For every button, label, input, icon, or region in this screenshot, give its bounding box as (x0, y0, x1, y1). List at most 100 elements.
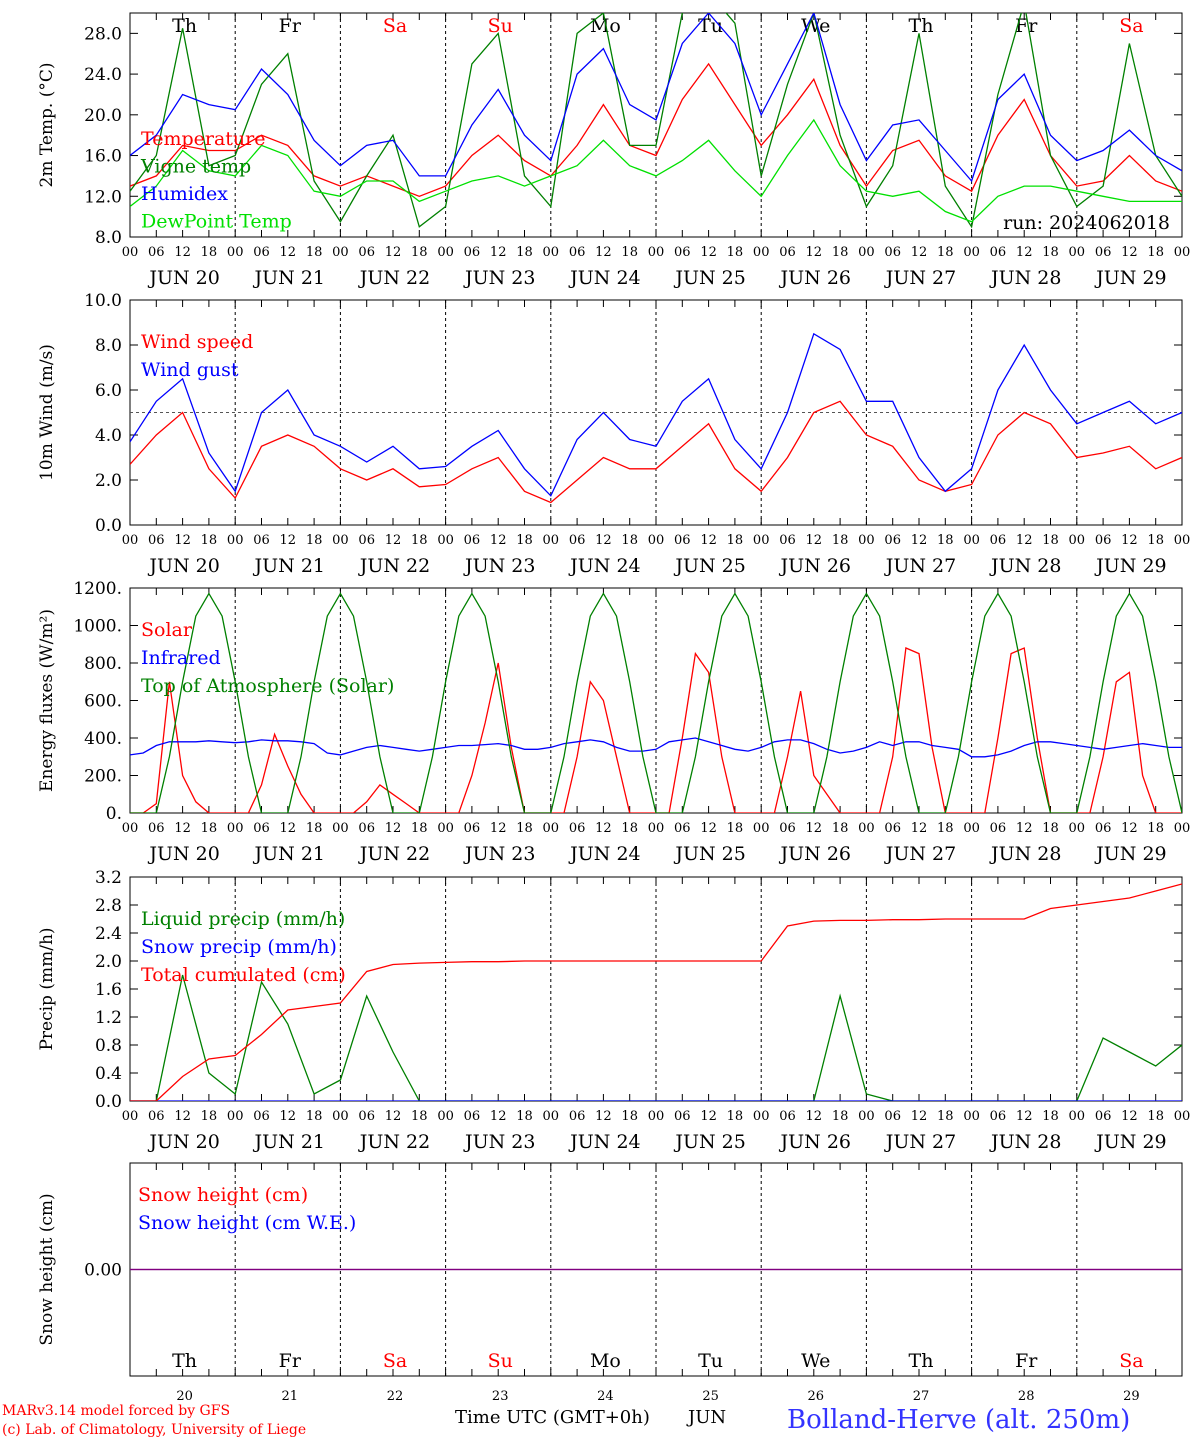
weekday-label: Sa (1119, 1350, 1143, 1372)
hour-tick-label: 18 (1147, 821, 1164, 836)
hour-tick-label: 00 (648, 533, 665, 548)
hour-tick-label: 18 (1147, 1109, 1164, 1124)
hour-tick-label: 18 (727, 245, 744, 260)
hour-tick-label: 00 (1069, 821, 1086, 836)
credit-line-1: MARv3.14 model forced by GFS (2, 1403, 230, 1419)
day-date-label: JUN 28 (989, 267, 1061, 289)
time-axis-label: Time UTC (GMT+0h) (455, 1407, 650, 1428)
hour-tick-label: 06 (674, 245, 691, 260)
credit-line-2: (c) Lab. of Climatology, University of L… (2, 1422, 306, 1438)
hour-tick-label: 12 (490, 1109, 507, 1124)
day-date-label: JUN 29 (1094, 555, 1166, 577)
day-date-label: JUN 25 (673, 555, 745, 577)
day-date-label: JUN 26 (779, 267, 851, 289)
hour-tick-label: 06 (148, 1109, 165, 1124)
hour-tick-label: 06 (358, 821, 375, 836)
hour-tick-label: 00 (858, 533, 875, 548)
day-date-label: JUN 28 (989, 555, 1061, 577)
day-number-label: 24 (597, 1389, 614, 1404)
hour-tick-label: 12 (490, 533, 507, 548)
hour-tick-label: 06 (674, 533, 691, 548)
day-date-label: JUN 29 (1094, 1131, 1166, 1153)
weekday-label: Tu (698, 15, 723, 37)
day-number-label: 23 (492, 1389, 509, 1404)
hour-tick-label: 12 (174, 821, 191, 836)
hour-tick-label: 18 (1147, 245, 1164, 260)
day-date-label: JUN 24 (568, 555, 640, 577)
hour-tick-label: 06 (884, 1109, 901, 1124)
hour-tick-label: 00 (543, 821, 560, 836)
y-tick-label: 4.0 (95, 426, 122, 446)
day-date-label: JUN 27 (884, 555, 956, 577)
hour-tick-label: 06 (990, 245, 1007, 260)
day-number-label: 29 (1123, 1389, 1140, 1404)
hour-tick-label: 12 (806, 245, 823, 260)
weekday-label: Fr (279, 1350, 302, 1372)
hour-tick-label: 00 (753, 245, 770, 260)
hour-tick-label: 18 (832, 245, 849, 260)
hour-tick-label: 06 (464, 821, 481, 836)
day-date-label: JUN 23 (463, 1131, 535, 1153)
series-line-wind-gust (130, 332, 1182, 497)
y-tick-label: 28.0 (84, 24, 122, 44)
hour-tick-label: 06 (1095, 245, 1112, 260)
day-date-label: JUN 25 (673, 843, 745, 865)
y-tick-label: 1200. (73, 579, 122, 599)
weekday-label: Su (488, 1350, 513, 1372)
y-tick-label: 0. (106, 804, 122, 824)
weekday-label: We (801, 1350, 830, 1372)
hour-tick-label: 00 (1069, 245, 1086, 260)
hour-tick-label: 18 (727, 821, 744, 836)
hour-tick-label: 12 (700, 821, 717, 836)
hour-tick-label: 00 (332, 245, 349, 260)
hour-tick-label: 12 (700, 245, 717, 260)
y-tick-label: 200. (84, 767, 122, 787)
hour-tick-label: 00 (543, 245, 560, 260)
hour-tick-label: 06 (1095, 821, 1112, 836)
hour-tick-label: 12 (1121, 533, 1138, 548)
hour-tick-label: 12 (280, 821, 297, 836)
hour-tick-label: 00 (963, 821, 980, 836)
hour-tick-label: 00 (437, 533, 454, 548)
hour-tick-label: 18 (1042, 245, 1059, 260)
hour-tick-label: 18 (1147, 533, 1164, 548)
day-date-label: JUN 24 (568, 1131, 640, 1153)
hour-tick-label: 18 (201, 245, 218, 260)
y-tick-label: 8.0 (95, 336, 122, 356)
hour-tick-label: 18 (1042, 821, 1059, 836)
weekday-label: Th (172, 15, 197, 37)
hour-tick-label: 00 (437, 1109, 454, 1124)
hour-tick-label: 18 (621, 245, 638, 260)
hour-tick-label: 06 (779, 533, 796, 548)
hour-tick-label: 06 (1095, 1109, 1112, 1124)
day-date-label: JUN 28 (989, 1131, 1061, 1153)
hour-tick-label: 12 (1121, 1109, 1138, 1124)
hour-tick-label: 12 (280, 533, 297, 548)
hour-tick-label: 18 (832, 1109, 849, 1124)
hour-tick-label: 06 (990, 533, 1007, 548)
weekday-label: Fr (279, 15, 302, 37)
day-date-label: JUN 22 (358, 1131, 430, 1153)
day-date-label: JUN 23 (463, 267, 535, 289)
y-tick-label: 0.4 (95, 1064, 122, 1084)
hour-tick-label: 06 (464, 245, 481, 260)
hour-tick-label: 12 (911, 1109, 928, 1124)
hour-tick-label: 12 (490, 245, 507, 260)
hour-tick-label: 00 (332, 533, 349, 548)
weekday-label: Th (909, 1350, 934, 1372)
hour-tick-label: 18 (201, 533, 218, 548)
day-number-label: 26 (808, 1389, 825, 1404)
hour-tick-label: 06 (148, 821, 165, 836)
hour-tick-label: 00 (963, 1109, 980, 1124)
hour-tick-label: 12 (385, 1109, 402, 1124)
weekday-label: Sa (383, 15, 407, 37)
hour-tick-label: 06 (253, 245, 270, 260)
hour-tick-label: 12 (700, 1109, 717, 1124)
legend-entry: Top of Atmosphere (Solar) (141, 675, 394, 697)
legend-entry: Humidex (141, 183, 228, 205)
hour-tick-label: 06 (779, 821, 796, 836)
day-date-label: JUN 24 (568, 267, 640, 289)
hour-tick-label: 00 (963, 245, 980, 260)
hour-tick-label: 00 (332, 821, 349, 836)
day-date-label: JUN 29 (1094, 843, 1166, 865)
